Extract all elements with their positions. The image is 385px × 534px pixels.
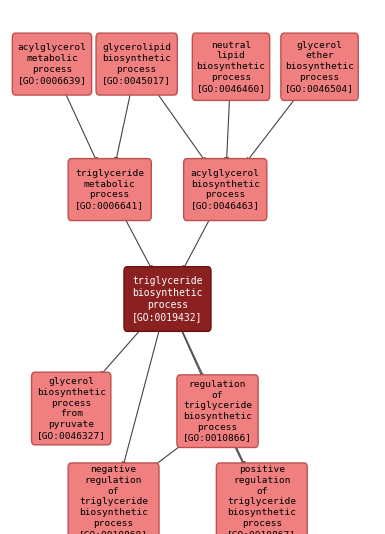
FancyBboxPatch shape xyxy=(281,33,358,100)
Text: glycerolipid
biosynthetic
process
[GO:0045017]: glycerolipid biosynthetic process [GO:00… xyxy=(102,43,171,85)
Text: negative
regulation
of
triglyceride
biosynthetic
process
[GO:0010868]: negative regulation of triglyceride bios… xyxy=(79,465,148,534)
FancyBboxPatch shape xyxy=(12,33,92,95)
FancyBboxPatch shape xyxy=(68,159,151,221)
FancyBboxPatch shape xyxy=(192,33,270,100)
Text: triglyceride
metabolic
process
[GO:0006641]: triglyceride metabolic process [GO:00066… xyxy=(75,169,144,210)
FancyBboxPatch shape xyxy=(96,33,177,95)
Text: acylglycerol
metabolic
process
[GO:0006639]: acylglycerol metabolic process [GO:00066… xyxy=(17,43,87,85)
Text: acylglycerol
biosynthetic
process
[GO:0046463]: acylglycerol biosynthetic process [GO:00… xyxy=(191,169,260,210)
FancyBboxPatch shape xyxy=(216,463,307,534)
Text: neutral
lipid
biosynthetic
process
[GO:0046460]: neutral lipid biosynthetic process [GO:0… xyxy=(196,41,266,93)
Text: triglyceride
biosynthetic
process
[GO:0019432]: triglyceride biosynthetic process [GO:00… xyxy=(132,276,203,322)
Text: glycerol
ether
biosynthetic
process
[GO:0046504]: glycerol ether biosynthetic process [GO:… xyxy=(285,41,354,93)
FancyBboxPatch shape xyxy=(124,267,211,331)
FancyBboxPatch shape xyxy=(32,372,111,445)
Text: glycerol
biosynthetic
process
from
pyruvate
[GO:0046327]: glycerol biosynthetic process from pyruv… xyxy=(37,377,106,440)
Text: positive
regulation
of
triglyceride
biosynthetic
process
[GO:0010867]: positive regulation of triglyceride bios… xyxy=(227,465,296,534)
FancyBboxPatch shape xyxy=(184,159,267,221)
Text: regulation
of
triglyceride
biosynthetic
process
[GO:0010866]: regulation of triglyceride biosynthetic … xyxy=(183,380,252,443)
FancyBboxPatch shape xyxy=(68,463,159,534)
FancyBboxPatch shape xyxy=(177,375,258,447)
